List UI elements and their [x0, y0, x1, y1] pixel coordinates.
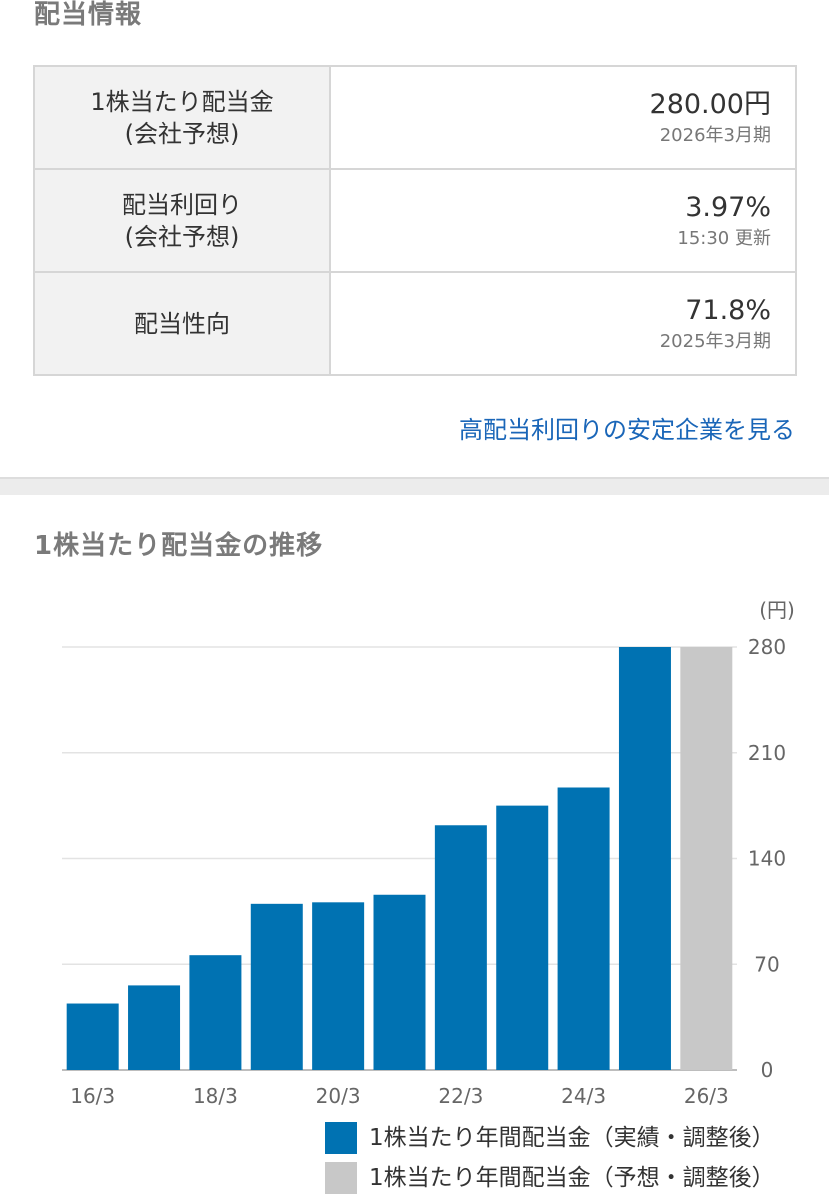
bar-actual — [189, 955, 242, 1070]
dividend-trend-title: 1株当たり配当金の推移 — [34, 531, 324, 561]
bar-actual — [618, 647, 671, 1070]
y-tick-label: 280 — [748, 635, 786, 659]
x-tick-label: 20/3 — [316, 1084, 361, 1108]
row-label-dividend-per-share: 1株当たり配当金 (会社予想) — [33, 65, 331, 170]
row-label-note: (会社予想) — [124, 119, 240, 148]
legend-swatch-forecast — [325, 1162, 357, 1194]
y-tick-label: 210 — [748, 741, 786, 765]
row-value-payout-ratio: 71.8% 2025年3月期 — [329, 271, 797, 376]
x-tick-label: 26/3 — [684, 1084, 729, 1108]
row-value: 280.00円 — [649, 88, 771, 120]
legend-swatch-actual — [325, 1122, 357, 1154]
bar-actual — [250, 903, 303, 1070]
bar-actual — [557, 787, 610, 1070]
section-divider — [0, 477, 829, 495]
bar-actual — [128, 985, 181, 1070]
y-tick-label: 0 — [761, 1058, 774, 1082]
row-label-text: 配当性向 — [134, 309, 230, 338]
y-unit-label: (円) — [759, 598, 795, 622]
table-row: 配当性向 71.8% 2025年3月期 — [33, 271, 797, 376]
chart-legend: 1株当たり年間配当金（実績・調整後） 1株当たり年間配当金（予想・調整後） — [325, 1120, 805, 1200]
row-value-dividend-per-share: 280.00円 2026年3月期 — [329, 65, 797, 170]
table-row: 1株当たり配当金 (会社予想) 280.00円 2026年3月期 — [33, 65, 797, 170]
high-yield-stocks-link[interactable]: 高配当利回りの安定企業を見る — [459, 416, 795, 444]
table-row: 配当利回り (会社予想) 3.97% 15:30 更新 — [33, 168, 797, 273]
row-label-text: 配当利回り — [122, 190, 242, 219]
bar-forecast — [680, 647, 733, 1070]
x-tick-label: 18/3 — [193, 1084, 238, 1108]
bar-actual — [312, 902, 365, 1070]
row-label-payout-ratio: 配当性向 — [33, 271, 331, 376]
y-tick-label: 70 — [754, 952, 779, 976]
bar-actual — [496, 805, 549, 1070]
row-value-dividend-yield: 3.97% 15:30 更新 — [329, 168, 797, 273]
bar-actual — [434, 825, 487, 1070]
dividend-info-table: 1株当たり配当金 (会社予想) 280.00円 2026年3月期 配当利回り (… — [33, 65, 797, 376]
row-value-period: 2025年3月期 — [659, 330, 771, 352]
row-label-note: (会社予想) — [124, 222, 240, 251]
bar-actual — [66, 1003, 119, 1070]
y-tick-label: 140 — [748, 847, 786, 871]
x-tick-label: 24/3 — [561, 1084, 606, 1108]
row-label-text: 1株当たり配当金 — [90, 87, 274, 116]
legend-label-forecast: 1株当たり年間配当金（予想・調整後） — [369, 1165, 775, 1191]
bar-actual — [373, 894, 426, 1070]
row-value: 71.8% — [685, 294, 771, 326]
legend-item-actual: 1株当たり年間配当金（実績・調整後） — [325, 1120, 805, 1160]
row-value: 3.97% — [685, 191, 771, 223]
x-tick-label: 16/3 — [70, 1084, 115, 1108]
dividend-trend-chart: 0 70 140 210 280 (円) 16/3 18/3 20/3 22/3 24/3 26/3 — [62, 598, 795, 1108]
dividend-info-title: 配当情報 — [34, 0, 143, 30]
row-label-dividend-yield: 配当利回り (会社予想) — [33, 168, 331, 273]
row-value-updated: 15:30 更新 — [677, 227, 771, 249]
x-tick-label: 22/3 — [438, 1084, 483, 1108]
legend-label-actual: 1株当たり年間配当金（実績・調整後） — [369, 1125, 775, 1151]
row-value-period: 2026年3月期 — [659, 124, 771, 146]
legend-item-forecast: 1株当たり年間配当金（予想・調整後） — [325, 1160, 805, 1200]
